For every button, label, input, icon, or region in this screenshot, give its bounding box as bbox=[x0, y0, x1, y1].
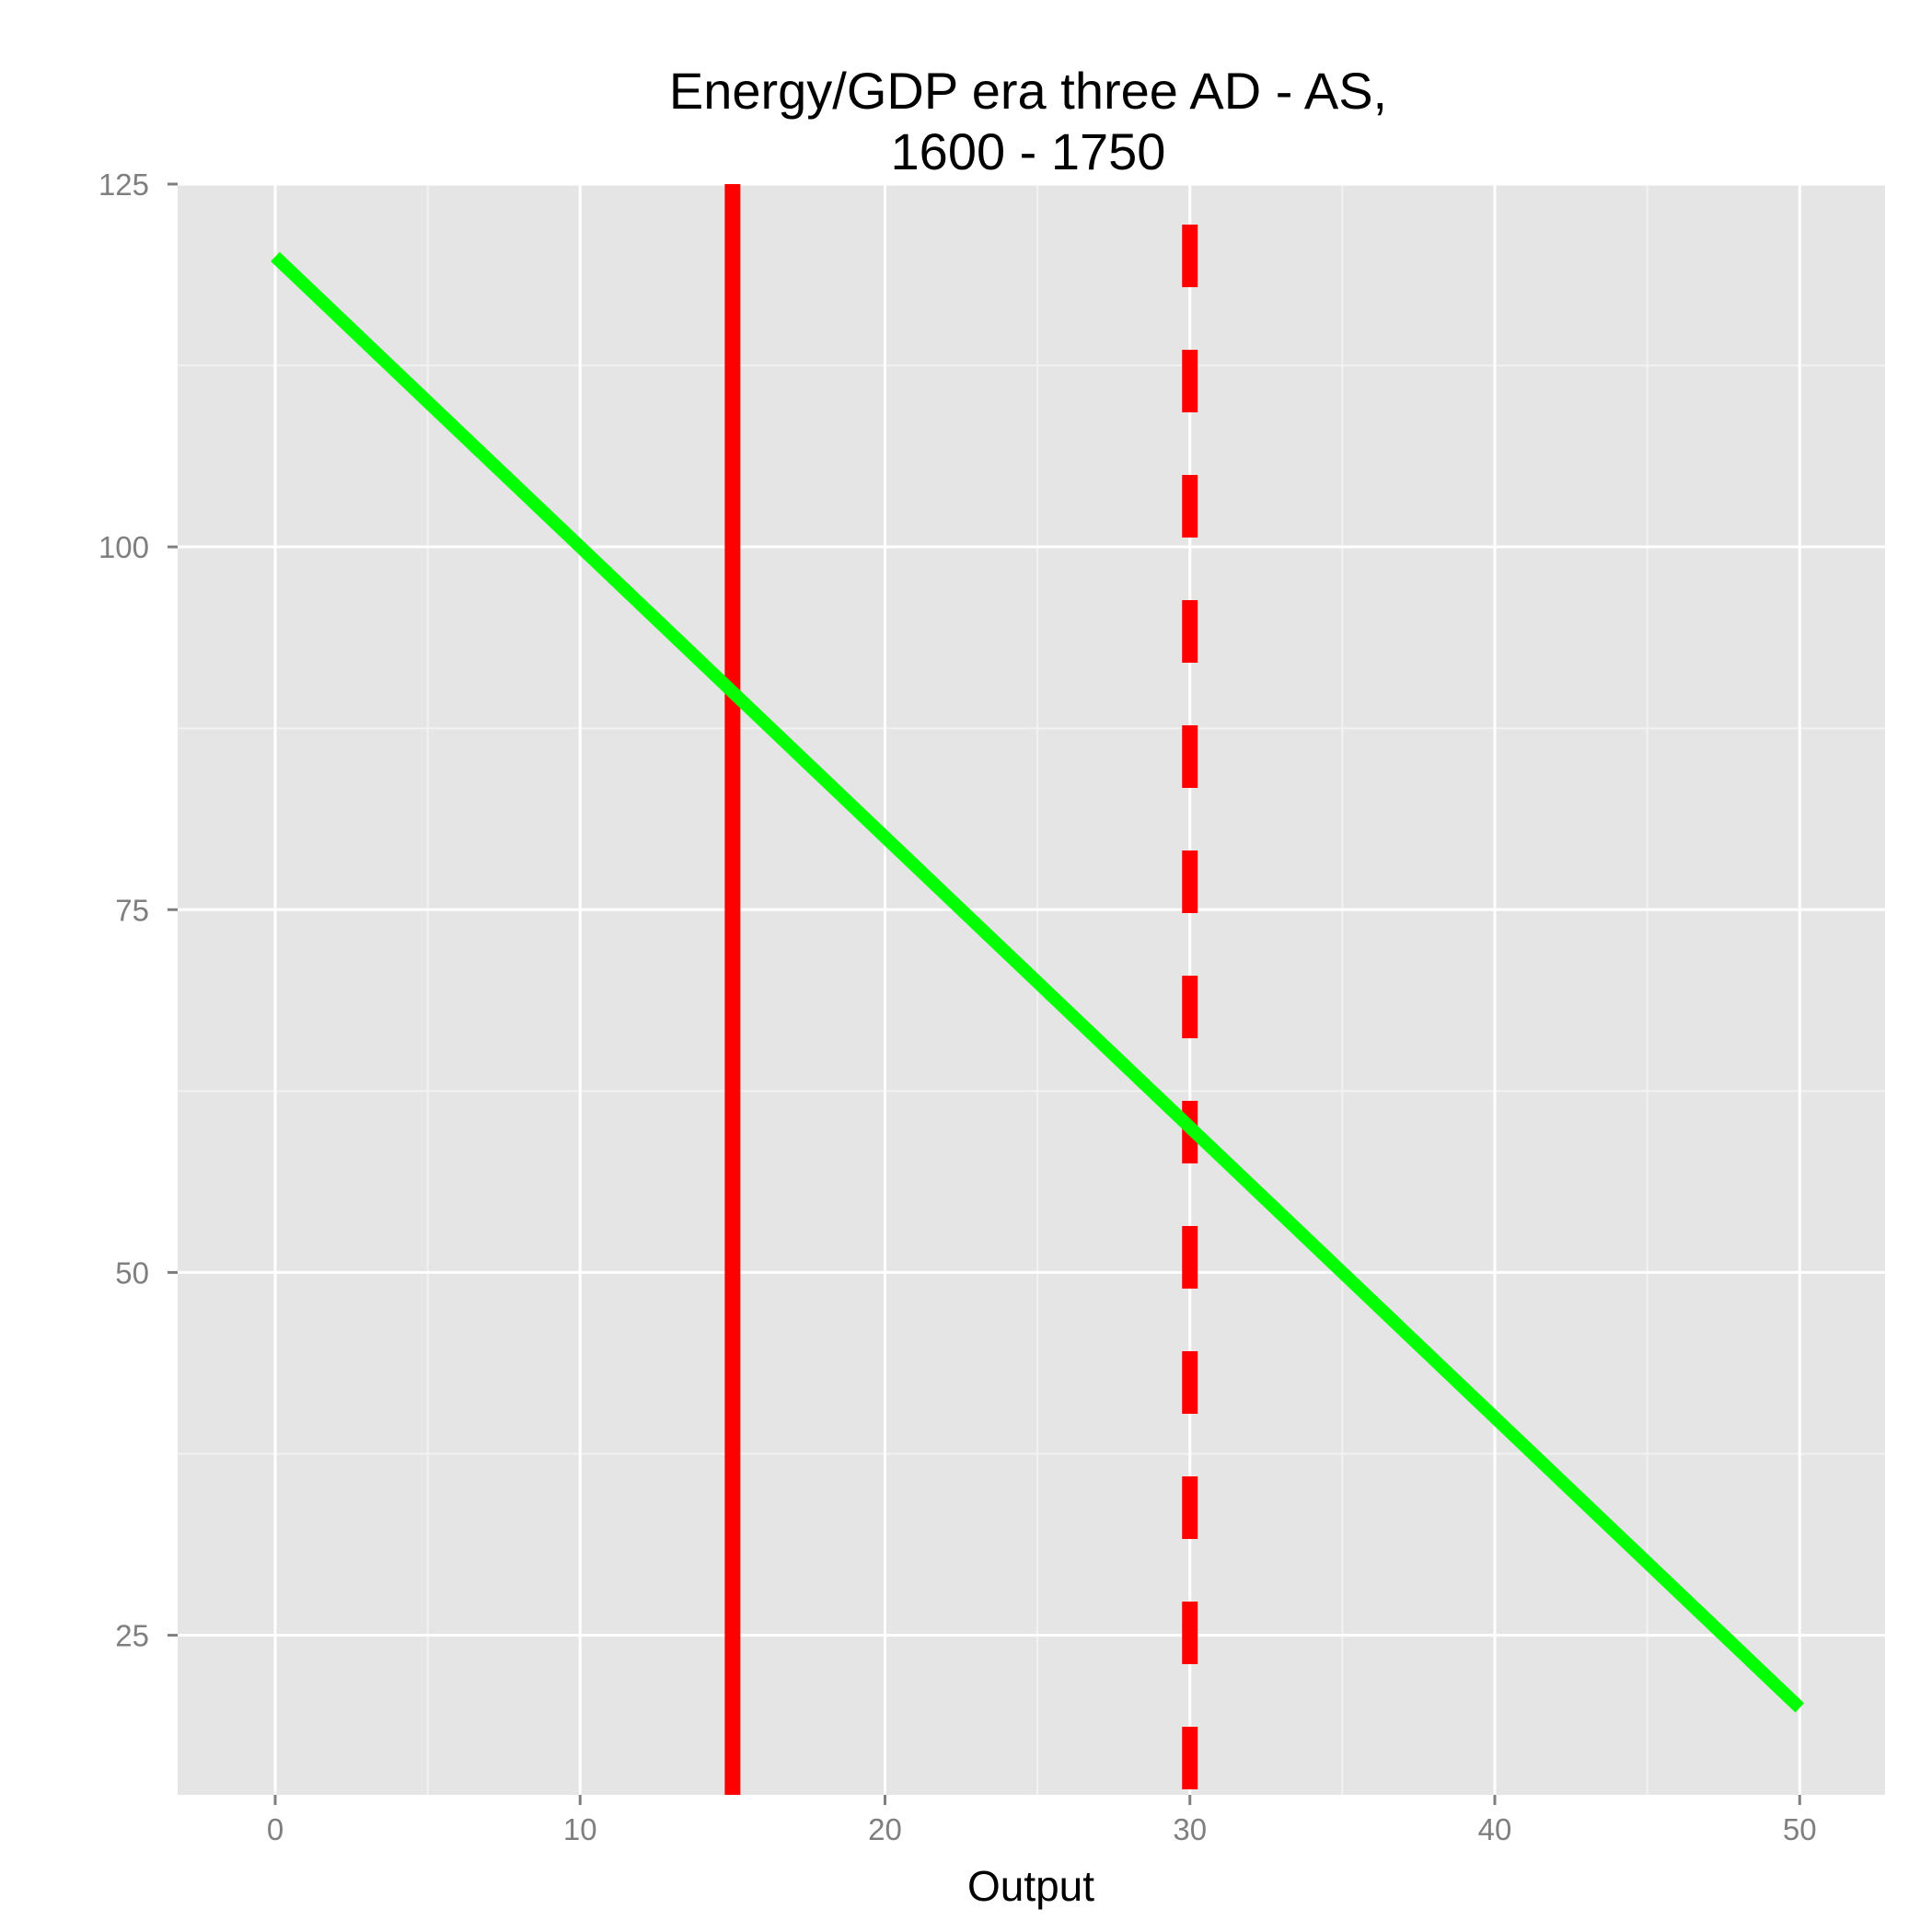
grid-lines bbox=[178, 182, 1885, 1795]
x-tick-label: 40 bbox=[1478, 1812, 1512, 1846]
y-tick-label: 125 bbox=[98, 168, 149, 202]
x-tick-label: 20 bbox=[868, 1812, 902, 1846]
axes: 0 10 20 30 40 50 25 50 75 100 125 bbox=[98, 168, 1817, 1846]
x-tick-label: 10 bbox=[563, 1812, 597, 1846]
x-axis-title: Output bbox=[967, 1862, 1094, 1910]
data-lines bbox=[271, 184, 1805, 1795]
chart-title-line-1: Energy/GDP era three AD - AS, bbox=[669, 62, 1387, 120]
x-tick-label: 50 bbox=[1783, 1812, 1817, 1846]
x-tick-label: 0 bbox=[267, 1812, 283, 1846]
series-line bbox=[271, 251, 1805, 1713]
y-tick-label: 50 bbox=[115, 1255, 149, 1290]
y-tick-label: 75 bbox=[115, 893, 149, 927]
chart-title-line-2: 1600 - 1750 bbox=[891, 122, 1166, 180]
y-tick-label: 25 bbox=[115, 1619, 149, 1653]
x-tick-label: 30 bbox=[1173, 1812, 1207, 1846]
y-tick-label: 100 bbox=[98, 530, 149, 564]
